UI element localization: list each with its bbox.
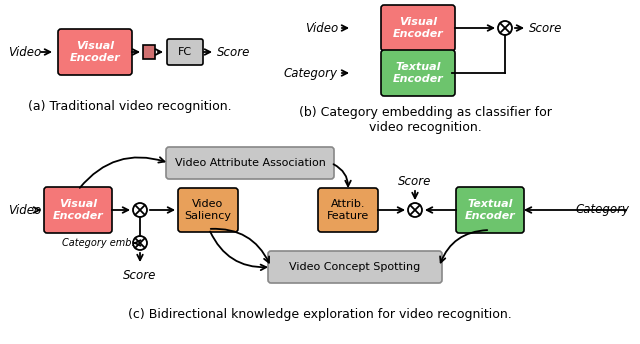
Text: Score: Score [217, 45, 250, 58]
FancyBboxPatch shape [58, 29, 132, 75]
Text: Video: Video [305, 21, 338, 34]
Text: Textual
Encoder: Textual Encoder [392, 62, 444, 84]
Text: (b) Category embedding as classifier for
video recognition.: (b) Category embedding as classifier for… [299, 106, 552, 134]
Text: Score: Score [529, 21, 563, 34]
Text: Video: Video [8, 204, 41, 216]
Text: Textual
Encoder: Textual Encoder [465, 199, 515, 221]
FancyBboxPatch shape [381, 5, 455, 51]
Text: Visual
Encoder: Visual Encoder [392, 17, 444, 39]
Text: Score: Score [398, 175, 432, 188]
Circle shape [408, 203, 422, 217]
FancyBboxPatch shape [178, 188, 238, 232]
FancyBboxPatch shape [456, 187, 524, 233]
Text: Category emb.: Category emb. [62, 238, 135, 248]
FancyBboxPatch shape [381, 50, 455, 96]
Circle shape [133, 203, 147, 217]
Text: Video: Video [8, 45, 41, 58]
Text: Category: Category [284, 66, 338, 79]
Text: Video Concept Spotting: Video Concept Spotting [289, 262, 420, 272]
Text: (a) Traditional video recognition.: (a) Traditional video recognition. [28, 100, 232, 113]
Text: Attrib.
Feature: Attrib. Feature [327, 199, 369, 221]
Text: Score: Score [124, 269, 157, 282]
Text: Visual
Encoder: Visual Encoder [52, 199, 104, 221]
FancyBboxPatch shape [318, 188, 378, 232]
Text: Video Attribute Association: Video Attribute Association [175, 158, 325, 168]
Text: Video
Saliency: Video Saliency [184, 199, 232, 221]
FancyBboxPatch shape [268, 251, 442, 283]
Circle shape [498, 21, 512, 35]
Text: Visual
Encoder: Visual Encoder [70, 41, 120, 63]
Text: FC: FC [178, 47, 192, 57]
FancyBboxPatch shape [166, 147, 334, 179]
FancyBboxPatch shape [143, 45, 155, 59]
FancyBboxPatch shape [167, 39, 203, 65]
Circle shape [133, 236, 147, 250]
Text: (c) Bidirectional knowledge exploration for video recognition.: (c) Bidirectional knowledge exploration … [128, 308, 512, 321]
FancyBboxPatch shape [44, 187, 112, 233]
Text: Category: Category [576, 204, 630, 216]
